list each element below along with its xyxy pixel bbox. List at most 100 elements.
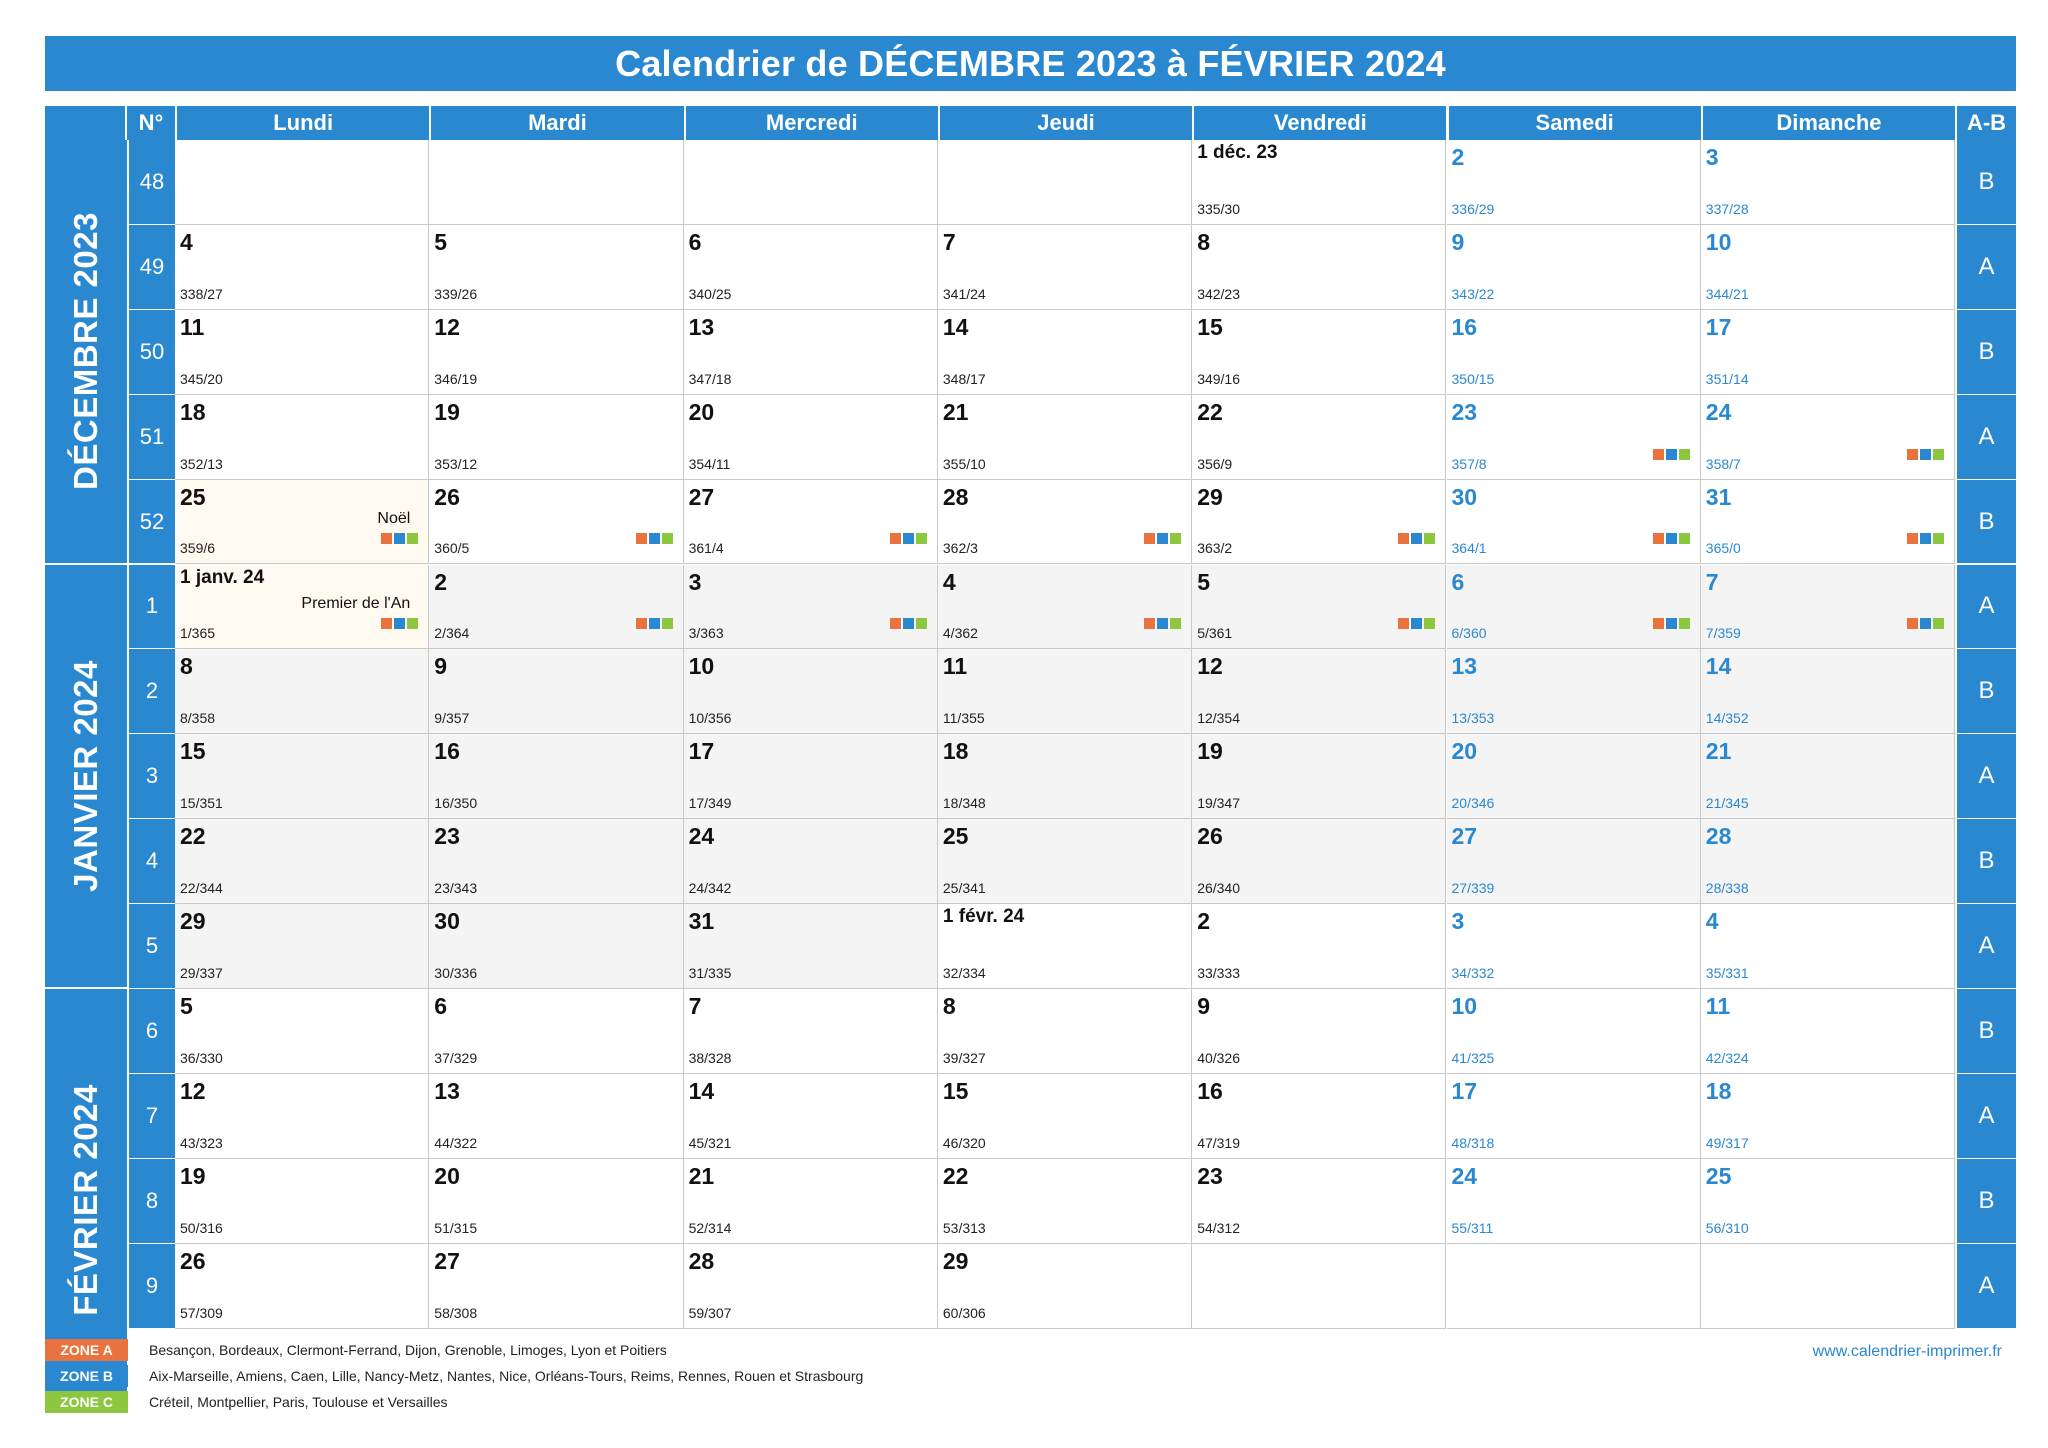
day-cell[interactable]: 11 42/324	[1700, 989, 1956, 1074]
day-cell[interactable]: 13 44/322	[429, 1073, 684, 1159]
day-cell[interactable]: 27 58/308	[429, 1243, 684, 1329]
day-cell[interactable]: 29 363/2	[1192, 479, 1447, 565]
day-cell[interactable]: 5 339/26	[429, 224, 684, 310]
day-cell[interactable]: 30 364/1	[1446, 479, 1701, 565]
day-cell[interactable]: 9 40/326	[1192, 989, 1447, 1074]
day-cell[interactable]: 17 351/14	[1700, 309, 1956, 395]
day-cell[interactable]: 9 343/22	[1446, 224, 1701, 310]
day-cell[interactable]: 18 49/317	[1700, 1073, 1956, 1159]
day-cell[interactable]: 21 52/314	[683, 1158, 938, 1244]
day-cell[interactable]: 4 4/362	[937, 564, 1193, 650]
day-cell[interactable]: 3 34/332	[1446, 904, 1701, 989]
day-cell[interactable]: 4 338/27	[175, 224, 430, 310]
day-cell[interactable]: 21 21/345	[1700, 734, 1956, 820]
day-cell[interactable]: 26 26/340	[1192, 819, 1447, 905]
day-cell[interactable]: 16 16/350	[429, 734, 684, 820]
day-cell[interactable]: 3 337/28	[1700, 140, 1956, 225]
day-cell[interactable]: 14 45/321	[683, 1073, 938, 1159]
day-cell[interactable]: 24 24/342	[683, 819, 938, 905]
day-cell[interactable]: 1 déc. 23 335/30	[1192, 140, 1447, 225]
day-cell[interactable]: 8 39/327	[937, 989, 1193, 1074]
day-cell[interactable]: 30 30/336	[429, 904, 684, 989]
day-cell[interactable]: 6 6/360	[1446, 564, 1701, 650]
day-cell[interactable]: 20 354/11	[683, 394, 938, 480]
day-cell[interactable]: 2 336/29	[1446, 140, 1701, 225]
day-cell[interactable]: 15 15/351	[175, 734, 430, 820]
day-cell[interactable]: 22 356/9	[1192, 394, 1447, 480]
day-cell[interactable]: 31 31/335	[683, 904, 938, 989]
day-cell[interactable]: 27 27/339	[1446, 819, 1701, 905]
day-cell[interactable]: 23 54/312	[1192, 1158, 1447, 1244]
day-cell[interactable]: 10 10/356	[683, 649, 938, 735]
day-cell[interactable]: 1 janv. 24 Premier de l'An 1/365	[175, 564, 430, 650]
day-cell[interactable]: 25 Noël 359/6	[175, 479, 430, 565]
school-holiday-zones	[381, 533, 419, 545]
day-cell[interactable]: 13 13/353	[1446, 649, 1701, 735]
day-cell[interactable]: 15 46/320	[937, 1073, 1193, 1159]
day-cell[interactable]: 7 7/359	[1700, 564, 1956, 650]
zone-c-marker	[1170, 618, 1182, 630]
day-cell[interactable]: 18 18/348	[937, 734, 1193, 820]
day-cell[interactable]: 2 2/364	[429, 564, 684, 650]
school-holiday-zones	[635, 533, 673, 545]
day-cell[interactable]: 31 365/0	[1700, 479, 1956, 565]
day-cell[interactable]: 28 28/338	[1700, 819, 1956, 905]
day-cell[interactable]: 4 35/331	[1700, 904, 1956, 989]
day-cell[interactable]: 9 9/357	[429, 649, 684, 735]
day-of-year: 348/17	[942, 370, 986, 387]
day-number: 3	[1451, 908, 1465, 935]
day-cell[interactable]: 2 33/333	[1192, 904, 1447, 989]
day-cell[interactable]: 10 41/325	[1446, 989, 1701, 1074]
day-cell[interactable]: 5 5/361	[1192, 564, 1447, 650]
day-cell[interactable]: 28 362/3	[937, 479, 1193, 565]
day-cell[interactable]: 17 17/349	[683, 734, 938, 820]
day-cell[interactable]: 24 358/7	[1700, 394, 1956, 480]
day-cell[interactable]: 10 344/21	[1700, 224, 1956, 310]
day-cell[interactable]: 16 350/15	[1446, 309, 1701, 395]
day-cell[interactable]: 22 53/313	[937, 1158, 1193, 1244]
day-cell[interactable]: 7 341/24	[937, 224, 1193, 310]
day-cell[interactable]: 24 55/311	[1446, 1158, 1701, 1244]
day-cell[interactable]: 29 29/337	[175, 904, 430, 989]
day-cell[interactable]: 17 48/318	[1446, 1073, 1701, 1159]
zone-c-marker	[1678, 533, 1690, 545]
day-cell[interactable]: 14 14/352	[1700, 649, 1956, 735]
day-cell[interactable]: 25 25/341	[937, 819, 1193, 905]
day-cell[interactable]: 14 348/17	[937, 309, 1193, 395]
day-cell[interactable]: 19 19/347	[1192, 734, 1447, 820]
day-cell[interactable]: 5 36/330	[175, 989, 430, 1074]
day-cell[interactable]: 11 11/355	[937, 649, 1193, 735]
day-cell[interactable]: 18 352/13	[175, 394, 430, 480]
day-number: 21	[942, 398, 969, 425]
day-cell[interactable]: 27 361/4	[683, 479, 938, 565]
day-cell[interactable]: 3 3/363	[683, 564, 938, 650]
day-cell[interactable]: 19 353/12	[429, 394, 684, 480]
day-cell[interactable]: 6 340/25	[683, 224, 938, 310]
day-cell[interactable]: 28 59/307	[683, 1243, 938, 1329]
day-cell[interactable]: 6 37/329	[429, 989, 684, 1074]
day-cell[interactable]: 26 57/309	[175, 1243, 430, 1329]
day-cell[interactable]: 12 12/354	[1192, 649, 1447, 735]
day-cell[interactable]: 26 360/5	[429, 479, 684, 565]
day-cell[interactable]: 21 355/10	[937, 394, 1193, 480]
day-cell[interactable]: 20 20/346	[1446, 734, 1701, 820]
day-cell[interactable]: 29 60/306	[937, 1243, 1193, 1329]
day-cell[interactable]: 13 347/18	[683, 309, 938, 395]
day-cell[interactable]: 23 23/343	[429, 819, 684, 905]
day-cell[interactable]: 22 22/344	[175, 819, 430, 905]
day-cell[interactable]: 11 345/20	[175, 309, 430, 395]
day-of-year: 8/358	[180, 710, 216, 727]
day-cell[interactable]: 25 56/310	[1700, 1158, 1956, 1244]
website-link[interactable]: www.calendrier-imprimer.fr	[1812, 1343, 2002, 1360]
day-cell[interactable]: 7 38/328	[683, 989, 938, 1074]
day-cell[interactable]: 23 357/8	[1446, 394, 1701, 480]
day-cell[interactable]: 8 342/23	[1192, 224, 1447, 310]
day-cell[interactable]: 12 43/323	[175, 1073, 430, 1159]
day-cell[interactable]: 20 51/315	[429, 1158, 684, 1244]
day-cell[interactable]: 1 févr. 24 32/334	[937, 904, 1193, 989]
day-cell[interactable]: 12 346/19	[429, 309, 684, 395]
day-cell[interactable]: 16 47/319	[1192, 1073, 1447, 1159]
day-cell[interactable]: 15 349/16	[1192, 309, 1447, 395]
day-cell[interactable]: 8 8/358	[175, 649, 430, 735]
day-cell[interactable]: 19 50/316	[175, 1158, 430, 1244]
